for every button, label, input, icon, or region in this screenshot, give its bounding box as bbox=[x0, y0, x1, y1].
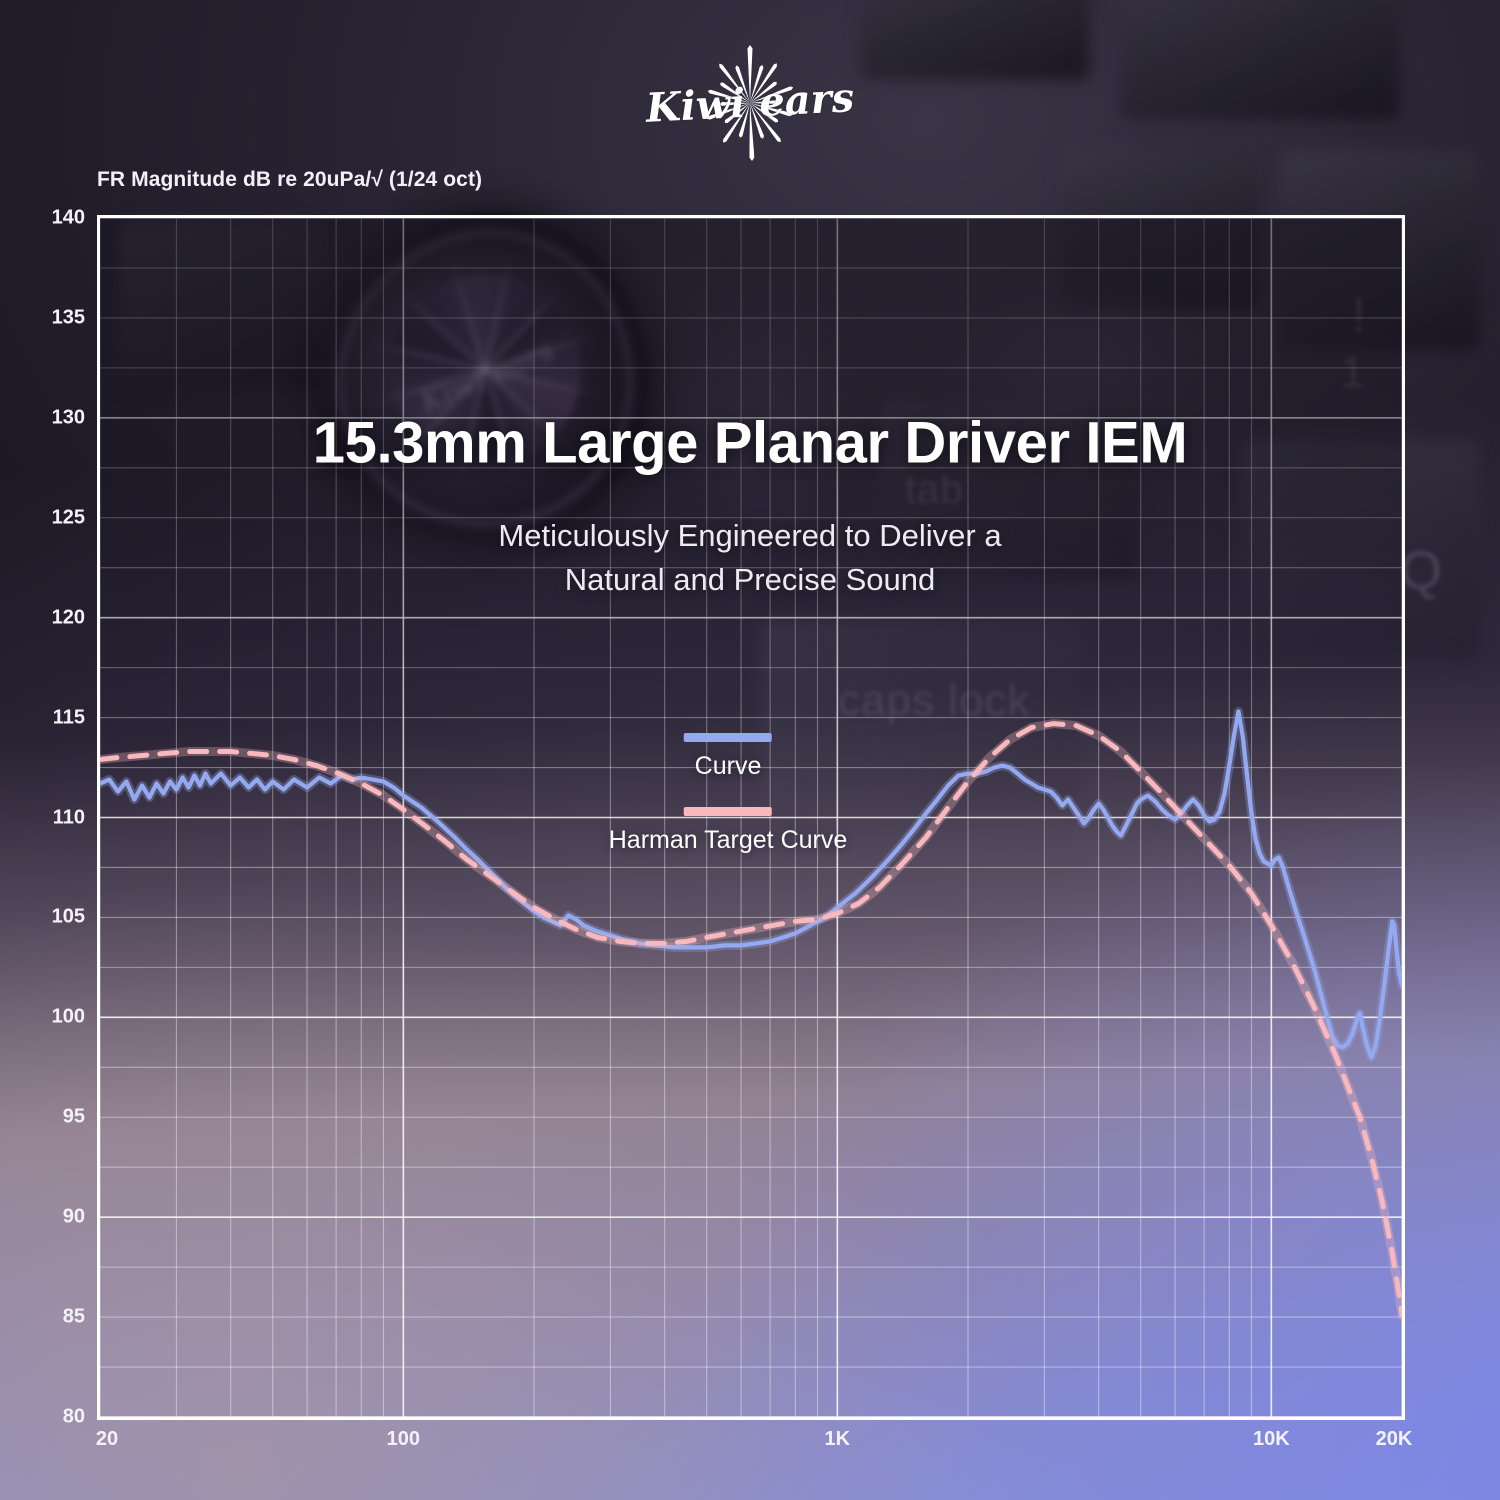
curve-line-measured bbox=[100, 709, 1402, 1060]
legend-swatch-curve bbox=[684, 733, 772, 742]
y-tick-label: 110 bbox=[52, 806, 85, 828]
y-tick-label: 120 bbox=[51, 606, 85, 629]
chart-legend: Curve Harman Target Curve bbox=[608, 733, 848, 881]
legend-item-harman-target: Harman Target Curve bbox=[608, 807, 848, 855]
y-tick-label: 90 bbox=[62, 1205, 85, 1228]
page-subtitle: Meticulously Engineered to Deliver a Nat… bbox=[498, 514, 1001, 602]
y-tick-label: 125 bbox=[51, 506, 85, 529]
x-tick-label: 10K bbox=[1252, 1428, 1290, 1450]
x-tick-label: 100 bbox=[386, 1428, 421, 1450]
y-tick-label: 135 bbox=[51, 306, 85, 329]
y-tick-label: 100 bbox=[51, 1005, 85, 1028]
y-tick-label: 140 bbox=[51, 206, 85, 229]
y-tick-label: 115 bbox=[52, 706, 85, 729]
page-subtitle-line-2: Natural and Precise Sound bbox=[564, 562, 936, 597]
y-tick-label: 85 bbox=[62, 1305, 85, 1328]
y-tick-label: 130 bbox=[51, 406, 85, 429]
y-tick-label: 80 bbox=[62, 1405, 85, 1428]
x-tick-label: 20 bbox=[95, 1428, 119, 1450]
legend-swatch-harman-target bbox=[684, 807, 772, 816]
legend-label-harman-target: Harman Target Curve bbox=[608, 826, 848, 854]
legend-label-curve: Curve bbox=[694, 752, 762, 780]
y-tick-label: 95 bbox=[62, 1105, 85, 1128]
y-tick-label: 105 bbox=[51, 905, 85, 928]
legend-item-curve: Curve bbox=[609, 733, 848, 781]
chart-axis-caption: FR Magnitude dB re 20uPa/√ (1/24 oct) bbox=[97, 168, 483, 191]
starburst-ray-icon bbox=[747, 45, 753, 103]
page-title: 15.3mm Large Planar Driver IEM bbox=[312, 410, 1188, 476]
page-subtitle-line-1: Meticulously Engineered to Deliver a bbox=[498, 517, 1002, 553]
x-tick-label: 1K bbox=[824, 1428, 851, 1450]
curve-line-target bbox=[100, 721, 1402, 1318]
brand-logo: Kiwi ears bbox=[635, 38, 865, 168]
chart-curves bbox=[100, 707, 1402, 1320]
x-tick-label: 20K bbox=[1375, 1428, 1413, 1450]
